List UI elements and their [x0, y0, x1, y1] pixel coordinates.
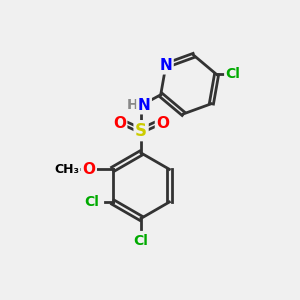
Text: H: H [127, 98, 139, 112]
Text: CH₃: CH₃ [54, 163, 79, 176]
Text: Cl: Cl [226, 68, 240, 81]
Text: S: S [135, 122, 147, 140]
Text: Cl: Cl [85, 195, 99, 209]
Text: O: O [113, 116, 126, 131]
Text: O: O [156, 116, 169, 131]
Text: N: N [160, 58, 172, 73]
Text: N: N [138, 98, 150, 113]
Text: O: O [82, 162, 95, 177]
Text: Cl: Cl [134, 234, 148, 248]
